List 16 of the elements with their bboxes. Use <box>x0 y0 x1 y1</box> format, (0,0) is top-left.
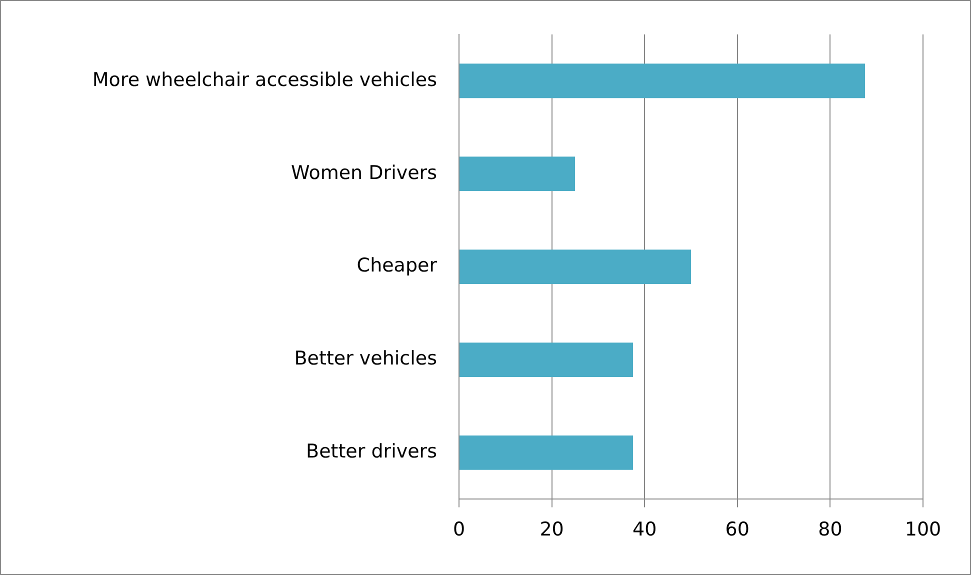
bar <box>460 436 633 470</box>
y-tick-label: More wheelchair accessible vehicles <box>92 68 437 91</box>
x-tick-label: 80 <box>818 518 842 541</box>
y-tick-label: Better drivers <box>306 440 437 463</box>
y-tick-label: Cheaper <box>356 254 438 277</box>
y-tick-label: Better vehicles <box>294 348 437 370</box>
x-tick-label: 0 <box>452 518 466 541</box>
bar <box>460 156 575 192</box>
x-tick-label: 40 <box>632 518 657 541</box>
x-tick-label: 100 <box>904 518 942 541</box>
y-tick-label: Women Drivers <box>291 162 437 184</box>
bar <box>460 342 633 377</box>
x-tick-label: 20 <box>540 518 564 541</box>
bar <box>460 64 865 98</box>
x-tick-label: 60 <box>725 518 750 541</box>
bar <box>460 250 691 284</box>
